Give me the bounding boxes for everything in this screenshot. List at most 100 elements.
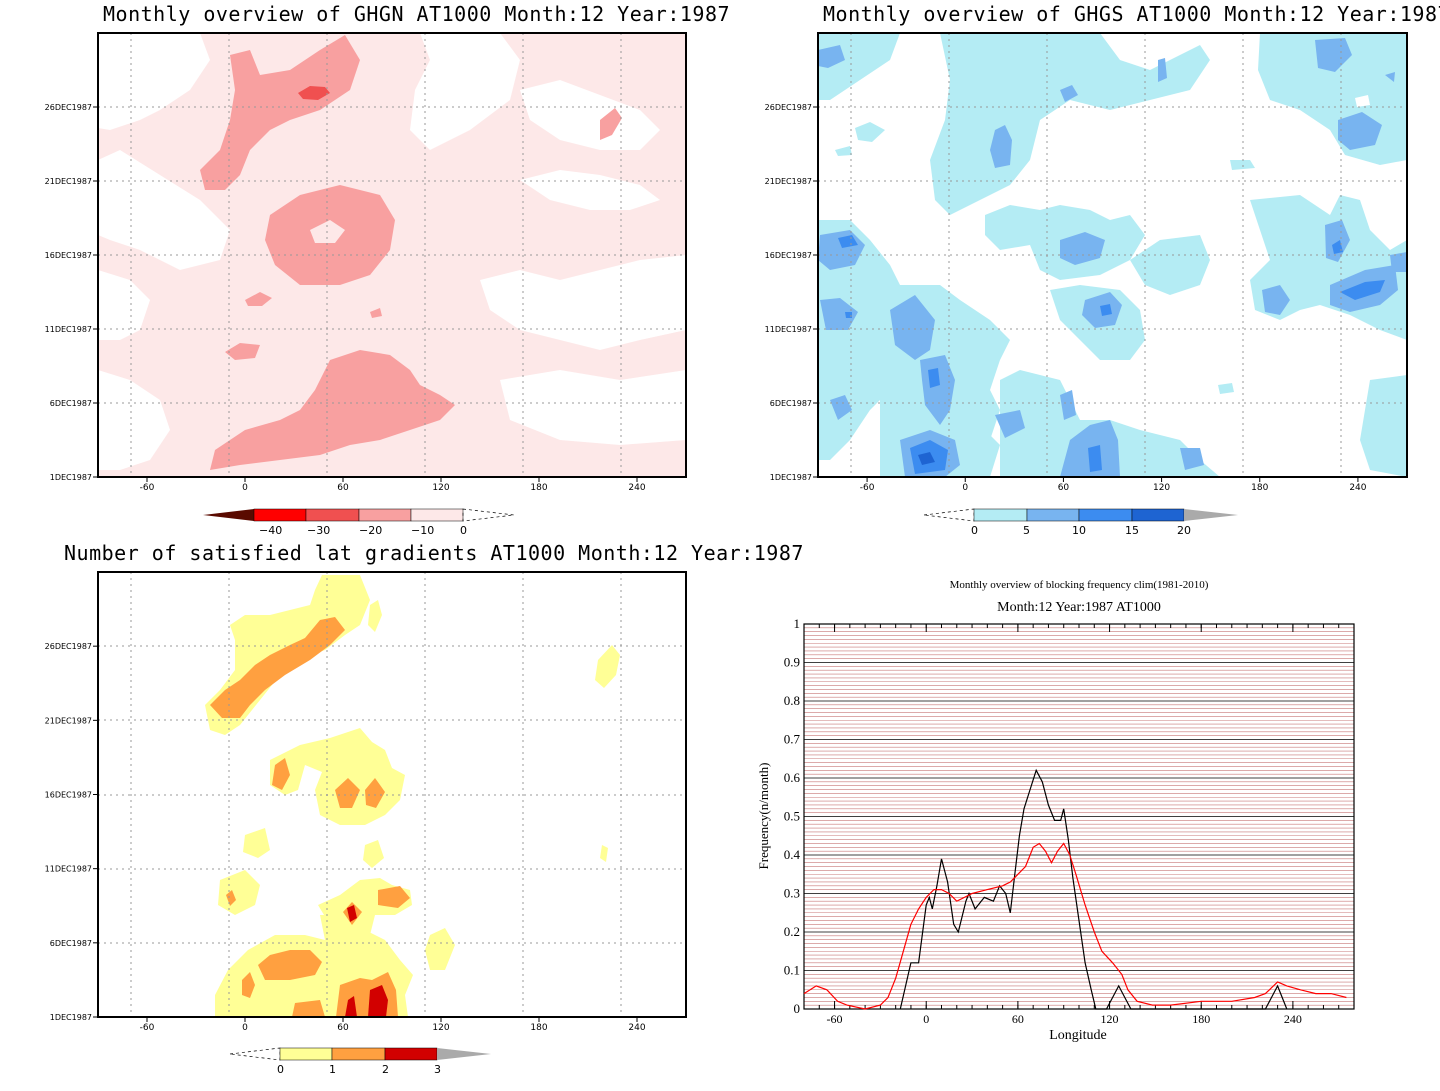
ghgs-contour <box>1315 38 1352 72</box>
x-tick-label: 120 <box>432 483 449 493</box>
x-tick-label: -60 <box>860 483 875 493</box>
ghgs-contour <box>830 395 852 420</box>
ghgs-title: Monthly overview of GHGS AT1000 Month:12… <box>823 2 1440 26</box>
freq-y-tick-label: 0.5 <box>784 809 800 824</box>
y-tick-label: 6DEC1987 <box>50 939 92 948</box>
x-tick-label: 60 <box>1058 483 1070 493</box>
ghgs-map: -60 0 60 120 180 240 1DEC1987 6DEC1987 11DEC1987… <box>765 32 1408 537</box>
freq-y-tick-label: 0.3 <box>784 886 800 901</box>
x-tick-label: -60 <box>140 483 155 493</box>
ghgs-contour <box>1340 280 1385 300</box>
ghgn-contour <box>520 80 660 150</box>
grad-contour <box>347 905 357 922</box>
y-tick-label: 11DEC1987 <box>45 325 92 334</box>
grad-contour <box>258 950 322 980</box>
ghgs-contour <box>930 33 1210 215</box>
grad-contour <box>368 985 388 1017</box>
grad-contour <box>226 890 236 906</box>
grad-title: Number of satisfied lat gradients AT1000… <box>64 541 804 565</box>
ghgs-contour <box>1338 112 1382 150</box>
ghgs-contour <box>845 312 852 318</box>
ghgs-contour <box>990 125 1012 168</box>
x-tick-label: 120 <box>432 1023 449 1033</box>
grad-cbar-label: 2 <box>382 1063 389 1076</box>
ghgn-contour <box>98 270 150 340</box>
freq-y-tick-label: 0.9 <box>784 655 800 670</box>
x-tick-label: 120 <box>1153 483 1170 493</box>
ghgs-contour <box>818 45 845 68</box>
ghgs-contour <box>1180 448 1204 470</box>
freq-y-tick-label: 0.2 <box>784 924 800 939</box>
ghgn-cbar-label: 0 <box>460 524 467 537</box>
grad-cbar-label: 0 <box>277 1063 284 1076</box>
ghgs-cbar-label: 15 <box>1125 524 1139 537</box>
ghgs-contour <box>1060 390 1076 420</box>
ghgn-contour <box>500 370 686 445</box>
ghgn-contour <box>225 343 260 360</box>
y-tick-label: 11DEC1987 <box>765 325 812 334</box>
ghgn-ticks: -60 0 60 120 180 240 1DEC1987 6DEC1987 11DEC1987… <box>45 103 646 493</box>
y-tick-label: 1DEC1987 <box>50 1013 92 1022</box>
ghgs-contour <box>1130 235 1210 295</box>
x-tick-label: -60 <box>140 1023 155 1033</box>
x-tick-label: 0 <box>242 483 248 493</box>
freq-x-tick-label: 180 <box>1192 1012 1210 1026</box>
grad-contour <box>210 617 345 718</box>
ghgn-contour <box>520 170 660 210</box>
ghgn-cbar-label: −30 <box>307 524 330 537</box>
freq-x-tick-label: 0 <box>923 1012 929 1026</box>
ghgn-title: Monthly overview of GHGN AT1000 Month:12… <box>103 2 731 26</box>
y-tick-label: 16DEC1987 <box>45 791 92 800</box>
ghgs-contour <box>1325 220 1350 262</box>
ghgs-contour <box>1088 445 1102 472</box>
ghgn-contour <box>98 150 230 270</box>
x-tick-label: 180 <box>530 1023 547 1033</box>
ghgn-contour <box>480 255 686 350</box>
ghgn-contour <box>410 33 520 150</box>
ghgs-contour <box>1060 232 1105 265</box>
y-tick-label: 26DEC1987 <box>45 103 92 112</box>
ghgn-cbar-label: −10 <box>411 524 434 537</box>
ghgs-contour <box>1262 285 1290 315</box>
grad-cbar-label: 1 <box>329 1063 336 1076</box>
y-tick-label: 1DEC1987 <box>50 473 92 482</box>
grad-contour <box>365 778 385 808</box>
ghgs-colorbar: 0 5 10 15 20 <box>923 508 1238 537</box>
y-tick-label: 1DEC1987 <box>770 473 812 482</box>
ghgs-contour <box>1332 240 1343 254</box>
grad-map: -60 0 60 120 180 2401DEC19876DEC198711DEC1987… <box>45 571 687 1076</box>
ghgn-contour <box>600 108 622 140</box>
freq-title: Monthly overview of blocking frequency c… <box>950 579 1209 591</box>
ghgs-contour <box>820 298 858 330</box>
x-tick-label: 0 <box>962 483 968 493</box>
x-tick-label: 60 <box>337 483 349 493</box>
ghgn-cbar-label: −40 <box>259 524 282 537</box>
ghgn-contour <box>98 370 170 470</box>
y-tick-label: 16DEC1987 <box>765 251 812 260</box>
grad-contour <box>595 645 620 688</box>
freq-series-line-1 <box>803 842 1347 1010</box>
grad-contour <box>243 828 270 858</box>
y-tick-label: 21DEC1987 <box>45 177 92 186</box>
x-tick-label: 240 <box>1349 483 1366 493</box>
x-tick-label: 240 <box>628 1023 645 1033</box>
ghgs-contour <box>1390 252 1407 272</box>
grad-contour <box>242 972 255 998</box>
grad-contour <box>335 778 360 808</box>
y-tick-label: 26DEC1987 <box>45 642 92 651</box>
y-tick-label: 6DEC1987 <box>770 399 812 408</box>
freq-y-tick-label: 1 <box>794 616 801 631</box>
ghgs-contour <box>1270 236 1285 248</box>
ghgs-contour <box>928 368 940 388</box>
grad-contour <box>600 845 608 862</box>
ghgs-gridlines <box>818 33 1407 477</box>
grad-contour <box>272 758 290 790</box>
grad-gridlines <box>98 572 686 1017</box>
ghgs-contour <box>918 452 935 465</box>
freq-subtitle: Month:12 Year:1987 AT1000 <box>997 600 1161 615</box>
grad-contour <box>345 996 357 1017</box>
freq-x-tick-label: -60 <box>827 1012 843 1026</box>
grad-contour <box>363 840 384 868</box>
grad-contour <box>368 600 382 632</box>
freq-y-tick-label: 0.6 <box>784 770 801 785</box>
